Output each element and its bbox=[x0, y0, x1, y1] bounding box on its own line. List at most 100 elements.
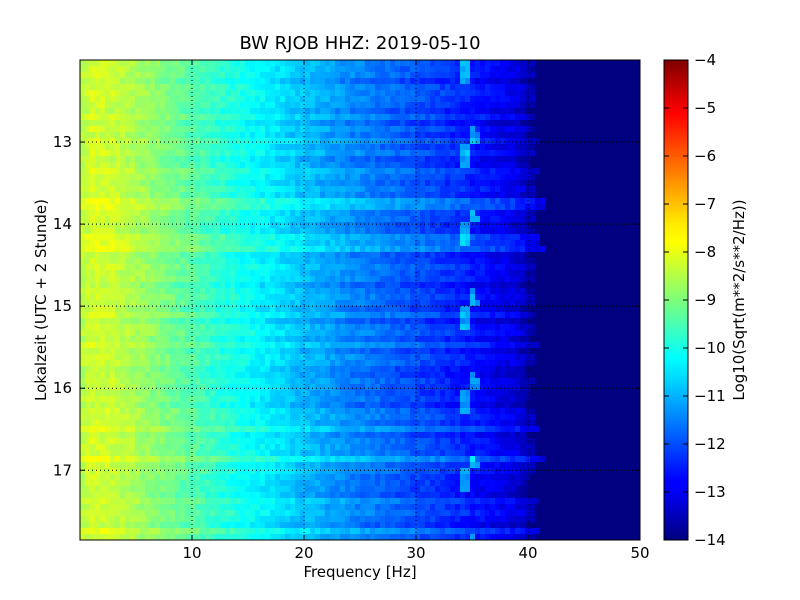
spectrogram-cell bbox=[285, 144, 291, 151]
spectrogram-cell bbox=[360, 84, 366, 91]
spectrogram-cell bbox=[110, 312, 116, 319]
spectrogram-cell bbox=[385, 210, 391, 217]
spectrogram-cell bbox=[125, 294, 131, 301]
spectrogram-cell bbox=[420, 270, 426, 277]
spectrogram-cell bbox=[400, 150, 406, 157]
spectrogram-cell bbox=[290, 216, 296, 223]
spectrogram-cell bbox=[175, 162, 181, 169]
spectrogram-cell bbox=[510, 114, 516, 121]
spectrogram-cell bbox=[110, 234, 116, 241]
spectrogram-cell bbox=[380, 108, 386, 115]
spectrogram-cell bbox=[150, 222, 156, 229]
spectrogram-cell bbox=[575, 300, 581, 307]
spectrogram-cell bbox=[330, 246, 336, 253]
spectrogram-cell bbox=[110, 246, 116, 253]
spectrogram-cell bbox=[530, 186, 536, 193]
spectrogram-cell bbox=[310, 306, 316, 313]
spectrogram-cell bbox=[115, 186, 121, 193]
spectrogram-cell bbox=[380, 324, 386, 331]
spectrogram-cell bbox=[600, 78, 606, 85]
spectrogram-cell bbox=[375, 276, 381, 283]
spectrogram-cell bbox=[175, 96, 181, 103]
spectrogram-cell bbox=[635, 216, 640, 223]
spectrogram-cell bbox=[240, 192, 246, 199]
spectrogram-cell bbox=[150, 114, 156, 121]
spectrogram-cell bbox=[635, 114, 640, 121]
spectrogram-cell bbox=[240, 156, 246, 163]
spectrogram-cell bbox=[425, 180, 431, 187]
spectrogram-cell bbox=[520, 216, 526, 223]
spectrogram-cell bbox=[355, 126, 361, 133]
spectrogram-cell bbox=[170, 66, 176, 73]
spectrogram-cell bbox=[185, 228, 191, 235]
spectrogram-cell bbox=[80, 306, 86, 313]
spectrogram-cell bbox=[145, 312, 151, 319]
spectrogram-cell bbox=[265, 210, 271, 217]
spectrogram-cell bbox=[85, 192, 91, 199]
spectrogram-cell bbox=[335, 276, 341, 283]
spectrogram-cell bbox=[445, 318, 451, 325]
spectrogram-cell bbox=[530, 216, 536, 223]
spectrogram-cell bbox=[630, 102, 636, 109]
spectrogram-cell bbox=[155, 222, 161, 229]
spectrogram-cell bbox=[120, 78, 126, 85]
spectrogram-cell bbox=[390, 114, 396, 121]
spectrogram-cell bbox=[350, 258, 356, 265]
spectrogram-cell bbox=[575, 276, 581, 283]
spectrogram-cell bbox=[280, 240, 286, 247]
spectrogram-cell bbox=[425, 258, 431, 265]
spectrogram-cell bbox=[115, 324, 121, 331]
spectrogram-cell bbox=[345, 78, 351, 85]
spectrogram-cell bbox=[450, 204, 456, 211]
spectrogram-cell bbox=[95, 252, 101, 259]
spectrogram-cell bbox=[375, 132, 381, 139]
spectrogram-cell bbox=[320, 270, 326, 277]
spectrogram-cell bbox=[535, 180, 541, 187]
spectrogram-cell bbox=[105, 324, 111, 331]
spectrogram-cell bbox=[285, 150, 291, 157]
spectrogram-cell bbox=[290, 126, 296, 133]
spectrogram-cell bbox=[360, 72, 366, 79]
spectrogram-cell bbox=[610, 216, 616, 223]
spectrogram-cell bbox=[420, 222, 426, 229]
spectrogram-cell bbox=[555, 186, 561, 193]
spectrogram-cell bbox=[140, 168, 146, 175]
spectrogram-cell bbox=[385, 60, 391, 67]
spectrogram-cell bbox=[440, 240, 446, 247]
spectrogram-cell bbox=[310, 324, 316, 331]
spectrogram-cell bbox=[485, 150, 491, 157]
spectrogram-cell bbox=[395, 324, 401, 331]
spectrogram-cell bbox=[310, 312, 316, 319]
spectrogram-cell bbox=[385, 234, 391, 241]
spectrogram-cell bbox=[180, 156, 186, 163]
spectrogram-cell bbox=[535, 78, 541, 85]
spectrogram-cell bbox=[520, 228, 526, 235]
spectrogram-cell bbox=[585, 270, 591, 277]
spectrogram-cell bbox=[145, 324, 151, 331]
spectrogram-cell bbox=[340, 108, 346, 115]
spectrogram-cell bbox=[105, 90, 111, 97]
spectrogram-cell bbox=[470, 282, 476, 289]
spectrogram-cell bbox=[365, 66, 371, 73]
spectrogram-cell bbox=[115, 216, 121, 223]
spectrogram-cell bbox=[545, 60, 551, 67]
spectrogram-cell bbox=[475, 282, 481, 289]
spectrogram-cell bbox=[400, 222, 406, 229]
spectrogram-cell bbox=[90, 108, 96, 115]
spectrogram-cell bbox=[405, 294, 411, 301]
spectrogram-cell bbox=[335, 102, 341, 109]
spectrogram-cell bbox=[630, 198, 636, 205]
spectrogram-cell bbox=[605, 174, 611, 181]
spectrogram-cell bbox=[570, 90, 576, 97]
spectrogram-cell bbox=[430, 282, 436, 289]
spectrogram-cell bbox=[500, 186, 506, 193]
chart-title: BW RJOB HHZ: 2019-05-10 bbox=[239, 33, 480, 54]
spectrogram-cell bbox=[465, 192, 471, 199]
spectrogram-cell bbox=[435, 162, 441, 169]
spectrogram-cell bbox=[220, 114, 226, 121]
spectrogram-cell bbox=[105, 66, 111, 73]
spectrogram-cell bbox=[365, 132, 371, 139]
spectrogram-cell bbox=[545, 144, 551, 151]
spectrogram-cell bbox=[95, 132, 101, 139]
spectrogram-cell bbox=[555, 126, 561, 133]
